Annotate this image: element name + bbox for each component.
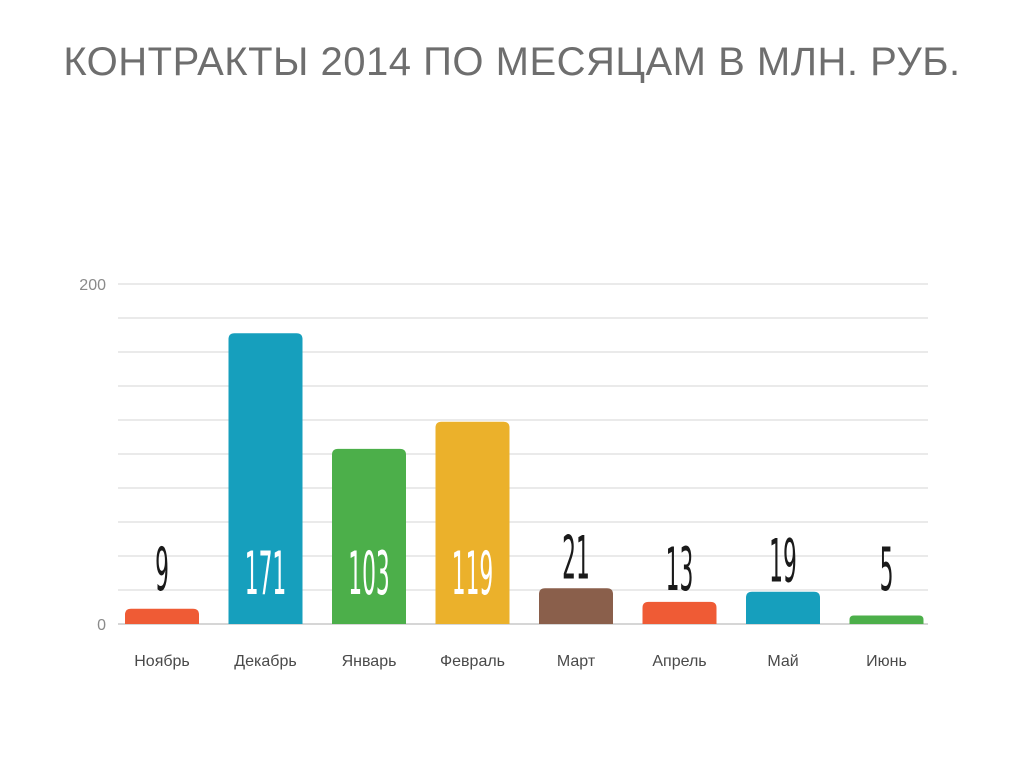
bar-Апрель	[642, 601, 717, 624]
bar-Ноябрь	[125, 608, 199, 624]
x-tick-label: Июнь	[866, 653, 907, 670]
x-axis: Ноябрь Декабрь Январь Февраль Март Апрель Май И…	[134, 653, 907, 670]
bar-Январь	[332, 448, 406, 624]
bar-Декабрь	[228, 333, 303, 624]
y-tick-label: 200	[79, 277, 106, 294]
y-axis: 0 200	[79, 277, 106, 634]
bar-Май	[746, 591, 820, 624]
x-tick-label: Ноябрь	[134, 653, 190, 670]
x-tick-label: Апрель	[652, 653, 706, 670]
y-tick-label: 0	[97, 617, 106, 634]
chart-title: КОНТРАКТЫ 2014 ПО МЕСЯЦАМ В МЛН. РУБ.	[63, 40, 961, 84]
data-label: 171	[245, 539, 287, 608]
x-tick-label: Январь	[342, 653, 397, 670]
bar-Июнь	[849, 615, 924, 624]
data-labels: 9 171 103 119 21 13 19 5	[155, 523, 893, 608]
data-label: 19	[769, 527, 797, 596]
x-tick-label: Декабрь	[234, 653, 296, 670]
data-label: 9	[155, 535, 169, 604]
x-tick-label: Май	[767, 653, 798, 670]
bar-Март	[539, 588, 613, 624]
data-label: 103	[348, 539, 390, 608]
bar-Февраль	[435, 421, 510, 624]
x-tick-label: Март	[557, 653, 596, 670]
data-label: 119	[452, 539, 494, 608]
x-tick-label: Февраль	[440, 653, 505, 670]
data-label: 5	[880, 535, 894, 604]
data-label: 21	[562, 523, 590, 592]
bars	[125, 333, 924, 624]
data-label: 13	[666, 535, 694, 604]
